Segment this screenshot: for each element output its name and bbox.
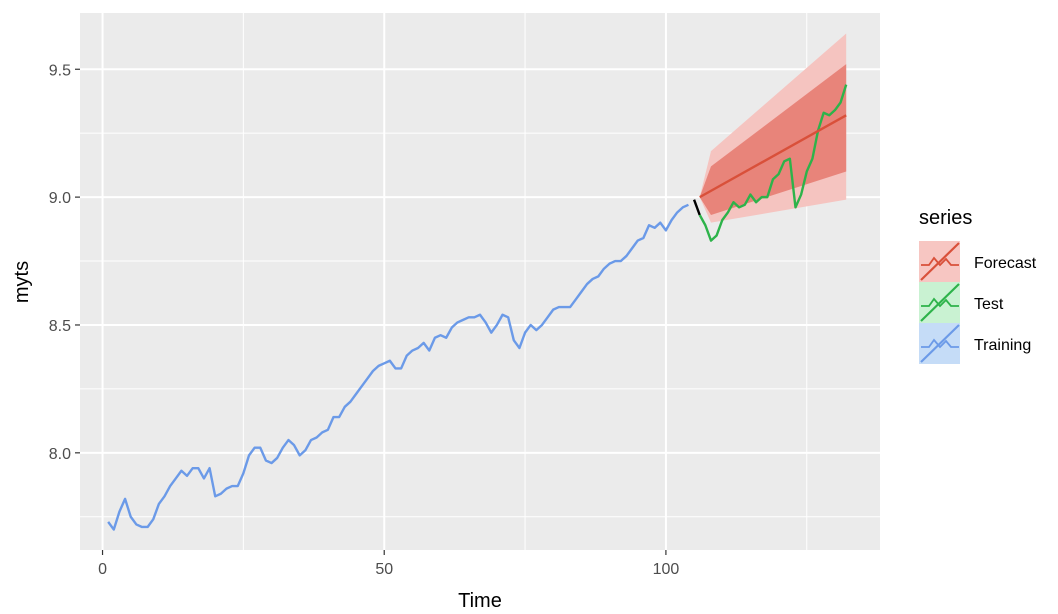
legend: series Forecast Test Training (919, 207, 1037, 364)
axis-ticks: 0 50 100 8.0 8.5 9.0 9.5 (49, 62, 680, 578)
legend-label: Training (974, 337, 1031, 354)
y-tick-label: 9.5 (49, 62, 71, 79)
x-tick-label: 100 (653, 561, 680, 578)
y-axis-title: myts (11, 261, 33, 303)
x-tick-label: 0 (98, 561, 107, 578)
legend-item-training: Training (919, 323, 1031, 364)
legend-label: Test (974, 296, 1004, 313)
x-tick-label: 50 (375, 561, 393, 578)
plot-panel (80, 13, 880, 550)
series-lines (107, 84, 848, 531)
legend-key-diagonal (920, 242, 960, 281)
legend-key-zigzag (921, 338, 959, 349)
legend-title: series (919, 207, 972, 229)
legend-key-diagonal (920, 324, 960, 363)
series-line-forecast (699, 114, 847, 199)
series-line-connector (692, 199, 701, 216)
legend-key-diagonal (920, 283, 960, 322)
legend-item-test: Test (919, 282, 1004, 323)
x-axis-title: Time (458, 590, 502, 612)
y-tick-label: 9.0 (49, 190, 71, 207)
series-line-test (698, 84, 848, 242)
y-tick-label: 8.5 (49, 318, 71, 335)
legend-key-zigzag (921, 297, 959, 308)
legend-label: Forecast (974, 255, 1037, 272)
legend-key-zigzag (921, 256, 959, 267)
legend-item-forecast: Forecast (919, 241, 1037, 282)
series-line-training (107, 203, 689, 531)
y-tick-label: 8.0 (49, 446, 71, 463)
